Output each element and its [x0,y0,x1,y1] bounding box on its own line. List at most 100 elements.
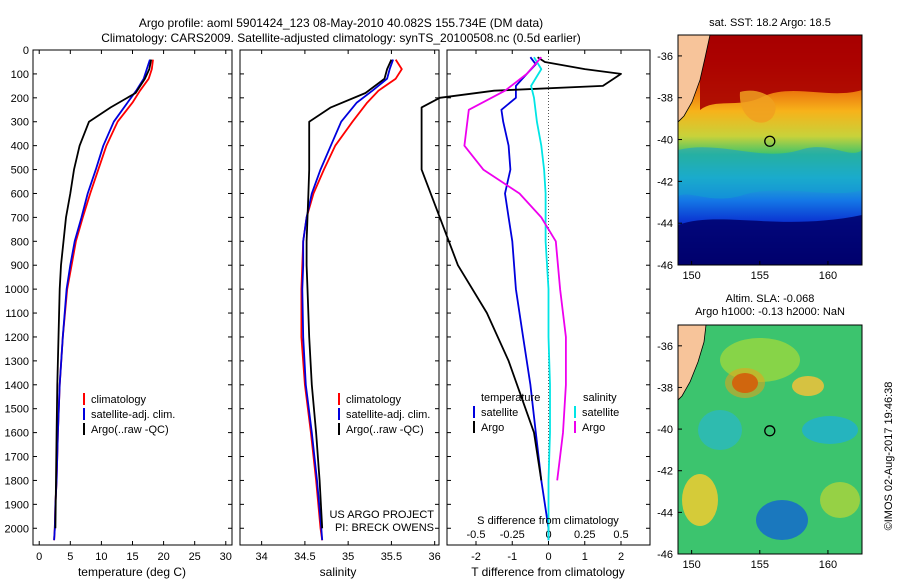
figure-title-line2: Climatology: CARS2009. Satellite-adjuste… [101,31,581,45]
depth-tick-label: 1600 [5,428,29,440]
series-line-climatology [53,59,154,541]
x-tick-label: 36 [429,551,441,563]
temperature-panel: 0100200300400500600700800900100011001200… [5,45,233,579]
x-tick-label: 15 [126,551,138,563]
salinity-panel: 34 34.5 35 35.5 36 salinity climatology sate… [239,49,441,579]
credit-project: US ARGO PROJECT [329,509,434,521]
series-line-satellite-adj-clim [301,59,394,541]
cool-band [678,147,862,199]
argo-float-marker [764,425,776,437]
salinity-series [300,59,403,541]
s-x-tick-label: 0.25 [574,529,595,541]
depth-tick-label: 1300 [5,356,29,368]
depth-tick-label: 1800 [5,475,29,487]
legend-header-salinity: salinity [583,392,617,404]
series-line-argo-raw-qc [305,59,393,529]
x-tick-label: 35 [342,551,354,563]
lat-tick-label: -40 [657,135,673,147]
t-difference-xlabel: T difference from climatology [471,565,625,579]
legend-label-satellite: satellite-adj. clim. [346,409,430,421]
legend-label-s-argo: Argo [582,422,605,434]
sla-anomaly [698,410,742,450]
salinity-plot-frame [239,49,440,546]
lon-tick-label: 150 [682,559,700,571]
sst-map-frame [677,34,863,266]
x-tick-label: 25 [189,551,201,563]
lon-tick-label: 160 [819,559,837,571]
depth-tick-label: 100 [11,69,29,81]
lon-tick-label: 150 [682,270,700,282]
depth-tick-label: 900 [11,260,29,272]
legend-label-satellite: satellite-adj. clim. [91,409,175,421]
sla-anomaly [682,474,718,526]
series-line-temperature-satellite [500,56,550,541]
sst-latitude-axis: -36 -38 -40 -42 -44 -46 [657,51,682,272]
salinity-legend: climatology satellite-adj. clim. Argo(..… [338,393,430,436]
x-tick-label: 10 [95,551,107,563]
legend-label-t-argo: Argo [481,422,504,434]
t-difference-x-axis: -2 -1 0 1 2 [471,50,624,563]
sla-anomaly [756,500,808,540]
x-tick-label: 0 [545,551,551,563]
legend-label-argo: Argo(..raw -QC) [91,424,169,436]
lat-tick-label: -42 [657,466,673,478]
depth-tick-label: 200 [11,93,29,105]
australia-coast [678,325,707,401]
temperature-series [53,59,154,541]
difference-series [420,56,622,541]
legend-label-climatology: climatology [346,394,402,406]
salinity-x-axis: 34 34.5 35 35.5 36 [256,50,441,563]
x-tick-label: 30 [220,551,232,563]
sla-map-title: Altim. SLA: -0.068 [726,293,815,305]
sst-map: sat. SST: 18.2 Argo: 18.5 -36 -38 -40 -42 -4… [657,17,863,282]
depth-tick-label: 1200 [5,332,29,344]
sla-map-frame [677,324,863,555]
legend-header-temperature: temperature [481,392,540,404]
s-difference-x-axis: -0.5 -0.25 0 0.25 0.5 [467,529,629,541]
lat-tick-label: -46 [657,549,673,561]
lat-tick-label: -36 [657,51,673,63]
depth-tick-label: 1900 [5,499,29,511]
cold-water [678,215,862,265]
salinity-depth-ticks [240,49,439,529]
depth-tick-label: 300 [11,117,29,129]
x-tick-label: 2 [618,551,624,563]
series-line-salinity-satellite [530,56,551,541]
depth-tick-label: 1000 [5,284,29,296]
depth-tick-label: 600 [11,188,29,200]
lat-tick-label: -38 [657,93,673,105]
depth-tick-label: 0 [23,45,29,57]
lon-tick-label: 160 [819,270,837,282]
lat-tick-label: -44 [657,218,673,230]
salinity-xlabel: salinity [320,565,357,579]
warm-front [739,90,776,123]
s-x-tick-label: 0.5 [613,529,628,541]
depth-axis: 0 100 200 300 400 500 600 700 800 900 1000 1100 1200… [5,45,232,535]
sst-longitude-axis: 150 155 160 [682,261,837,282]
imos-timestamp: ©IMOS 02-Aug-2017 19:46:38 [883,382,895,531]
lon-tick-label: 155 [751,270,769,282]
legend-label-climatology: climatology [91,394,147,406]
x-tick-label: 34.5 [294,551,315,563]
lat-tick-label: -40 [657,424,673,436]
sla-map: Altim. SLA: -0.068 Argo h1000: -0.13 h20… [657,293,863,571]
legend-label-argo: Argo(..raw -QC) [346,424,424,436]
x-tick-label: -2 [471,551,481,563]
sla-anomaly [802,416,858,444]
difference-panel: -2 -1 0 1 2 -0.5 -0.25 0 0.25 0.5 S difference f… [420,49,651,579]
sla-anomaly [820,482,860,518]
depth-tick-label: 500 [11,165,29,177]
s-difference-xlabel: S difference from climatology [477,515,619,527]
difference-legend: temperature salinity satellite Argo sate… [473,392,619,434]
x-tick-label: 34 [256,551,268,563]
legend-label-t-satellite: satellite [481,407,518,419]
x-tick-label: 20 [157,551,169,563]
depth-tick-label: 700 [11,212,29,224]
sla-longitude-axis: 150 155 160 [682,550,837,571]
sla-field [678,325,862,554]
series-line-argo-raw-qc [54,59,153,529]
depth-tick-label: 400 [11,141,29,153]
lat-tick-label: -44 [657,507,673,519]
temperature-plot-frame [32,49,233,546]
